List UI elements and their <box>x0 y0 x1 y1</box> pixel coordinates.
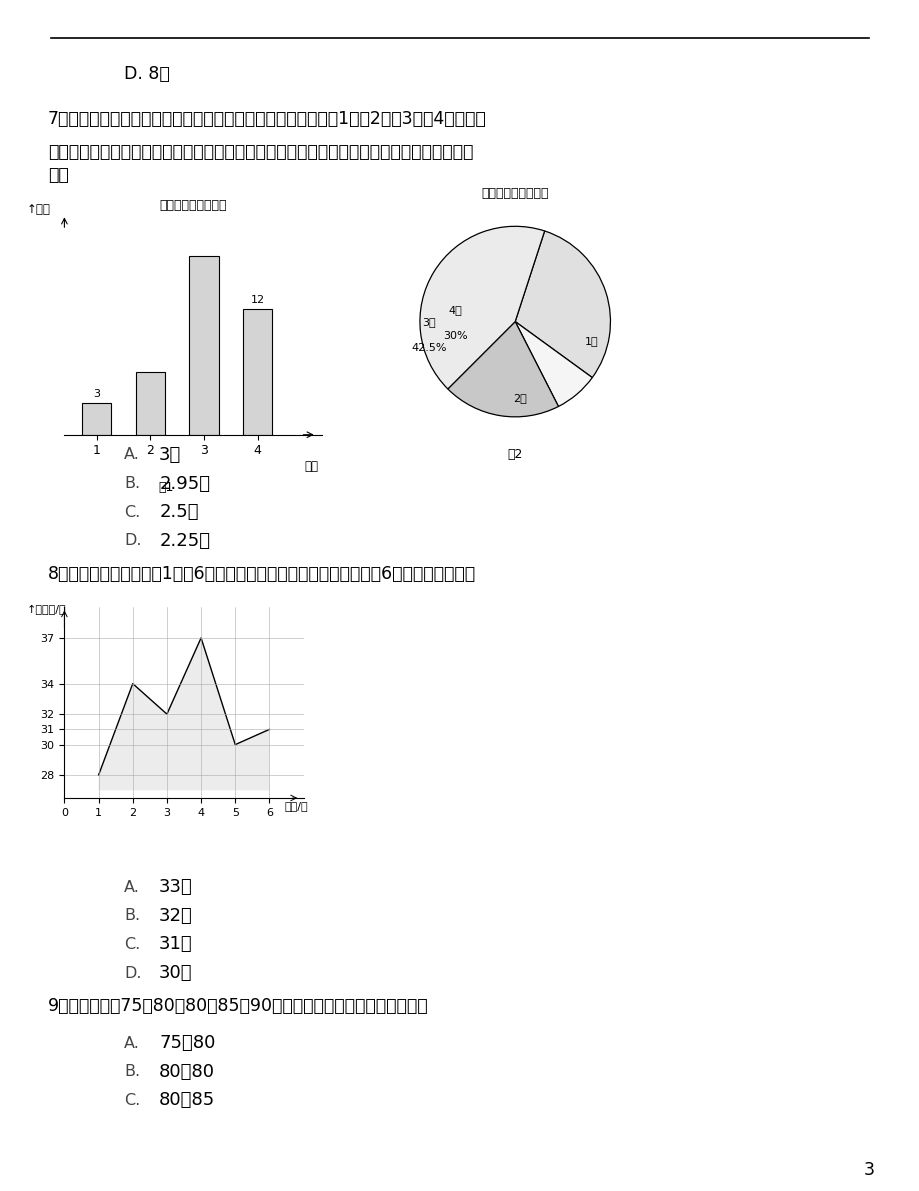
Text: 分数: 分数 <box>304 460 318 473</box>
Text: 图1: 图1 <box>158 481 174 494</box>
Text: 3: 3 <box>93 389 100 399</box>
Text: 2.95分: 2.95分 <box>159 474 210 493</box>
Text: A.: A. <box>124 448 140 462</box>
Text: ↑用水量/吨: ↑用水量/吨 <box>27 605 66 616</box>
Text: 31吨: 31吨 <box>159 935 193 954</box>
Text: 7、对某校八年级随机抽取若干名学生进行体能测试，成绩记为1分，2分，3分，4分，将调: 7、对某校八年级随机抽取若干名学生进行体能测试，成绩记为1分，2分，3分，4分，… <box>48 110 486 129</box>
Wedge shape <box>419 226 544 389</box>
Text: 3分: 3分 <box>159 445 181 464</box>
Wedge shape <box>448 322 558 417</box>
Text: ↑人数: ↑人数 <box>27 202 51 216</box>
Polygon shape <box>98 638 269 791</box>
Title: 成绩频数条形统计图: 成绩频数条形统计图 <box>159 199 227 212</box>
Text: D.: D. <box>124 534 142 548</box>
Text: 2.5分: 2.5分 <box>159 503 199 522</box>
Text: B.: B. <box>124 909 141 923</box>
Text: 1分: 1分 <box>584 336 597 345</box>
Text: 8、某住宅小区六月份中1日至6日每天用水量变化情况如图所示，那么6天的平均用水量是: 8、某住宅小区六月份中1日至6日每天用水量变化情况如图所示，那么6天的平均用水量… <box>48 565 475 584</box>
Text: B.: B. <box>124 1065 141 1079</box>
Text: 80，80: 80，80 <box>159 1062 215 1081</box>
Text: 3分: 3分 <box>422 317 436 326</box>
Wedge shape <box>515 231 610 378</box>
Text: 4分: 4分 <box>448 305 462 314</box>
Wedge shape <box>515 322 592 406</box>
Text: B.: B. <box>124 476 141 491</box>
Text: C.: C. <box>124 505 141 519</box>
Text: A.: A. <box>124 1036 140 1050</box>
Text: 30%: 30% <box>443 331 468 341</box>
Text: 2分: 2分 <box>513 393 527 403</box>
Bar <box>135 372 165 435</box>
Text: ）。: ）。 <box>48 166 69 185</box>
Text: 12: 12 <box>250 294 265 305</box>
Bar <box>243 308 272 435</box>
Text: 32吨: 32吨 <box>159 906 193 925</box>
Text: 30吨: 30吨 <box>159 964 192 983</box>
Text: 9、在以下数据75，80，80，85，90中，众数、中位数分别是（　　）: 9、在以下数据75，80，80，85，90中，众数、中位数分别是（ ） <box>48 997 428 1016</box>
Text: C.: C. <box>124 1093 141 1108</box>
Text: 42.5%: 42.5% <box>411 343 447 353</box>
Text: 33吨: 33吨 <box>159 878 193 897</box>
Text: A.: A. <box>124 880 140 894</box>
Bar <box>189 256 219 435</box>
Text: 75，80: 75，80 <box>159 1034 215 1053</box>
Text: 2.25分: 2.25分 <box>159 531 210 550</box>
Text: 3: 3 <box>863 1160 874 1179</box>
Bar <box>82 404 111 435</box>
Text: 查结果绘制成如图所示的条形统计图和扇形统计图。根据图中信息，这些学生的平均分数是（: 查结果绘制成如图所示的条形统计图和扇形统计图。根据图中信息，这些学生的平均分数是… <box>48 143 472 162</box>
Text: C.: C. <box>124 937 141 952</box>
Text: 图2: 图2 <box>507 449 522 461</box>
Text: D.: D. <box>124 966 142 980</box>
Text: 80，85: 80，85 <box>159 1091 215 1110</box>
Text: 日期/日: 日期/日 <box>285 800 308 811</box>
Text: D. 8分: D. 8分 <box>124 64 170 83</box>
Title: 成绩频数扇形统计图: 成绩频数扇形统计图 <box>481 187 549 200</box>
